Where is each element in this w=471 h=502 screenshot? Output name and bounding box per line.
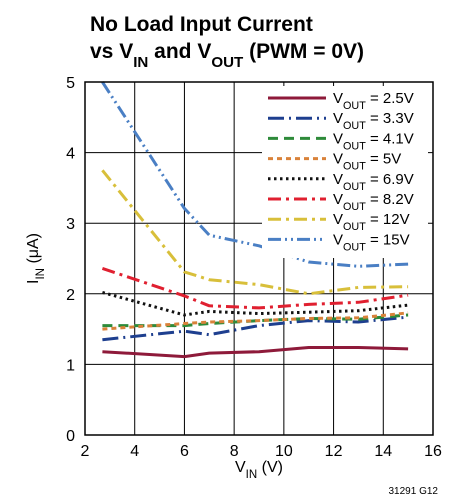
title-line-2: vs VIN and VOUT (PWM = 0V) (90, 40, 364, 71)
legend-label: VOUT = 15V (333, 231, 410, 253)
series-line-6_9V (102, 290, 409, 317)
y-tick-label: 0 (66, 428, 75, 445)
series-line-3_3V (102, 315, 409, 342)
x-tick-label: 2 (81, 443, 90, 460)
legend-background (262, 86, 428, 258)
x-tick-label: 6 (180, 443, 189, 460)
x-tick-label: 4 (130, 443, 139, 460)
legend-label: VOUT = 5V (333, 151, 401, 173)
plot-frame (84, 81, 434, 436)
series-line-12V (101, 169, 409, 296)
x-axis-label: VIN (V) (235, 459, 283, 481)
y-tick-label: 4 (66, 146, 75, 163)
legend-label: VOUT = 3.3V (333, 110, 414, 132)
series-line-5V (102, 311, 409, 331)
x-tick-label: 14 (374, 443, 392, 460)
legend-label: VOUT = 12V (333, 211, 410, 233)
legend-label: VOUT = 8.2V (333, 191, 414, 213)
legend-label: VOUT = 6.9V (333, 171, 414, 193)
title-line-1: No Load Input Current (90, 13, 313, 36)
y-tick-label: 3 (66, 216, 75, 233)
legend-label: VOUT = 4.1V (333, 130, 414, 152)
x-tick-label: 10 (275, 443, 293, 460)
y-axis-label: IIN (μA) (25, 233, 47, 284)
x-tick-label: 16 (424, 443, 442, 460)
y-tick-label: 5 (66, 75, 75, 92)
x-tick-label: 12 (325, 443, 343, 460)
series-line-2_5V (102, 346, 409, 359)
chart-title: No Load Input Current vs VIN and VOUT (PW… (90, 13, 364, 71)
y-tick-label: 2 (66, 287, 75, 304)
figure-code: 31291 G12 (389, 486, 439, 497)
legend-label: VOUT = 2.5V (333, 90, 414, 112)
series-line-8_2V (101, 266, 409, 310)
series-line-15V (101, 81, 409, 268)
series-lines (101, 81, 409, 359)
x-tick-label: 8 (230, 443, 239, 460)
y-tick-label: 1 (66, 357, 75, 374)
